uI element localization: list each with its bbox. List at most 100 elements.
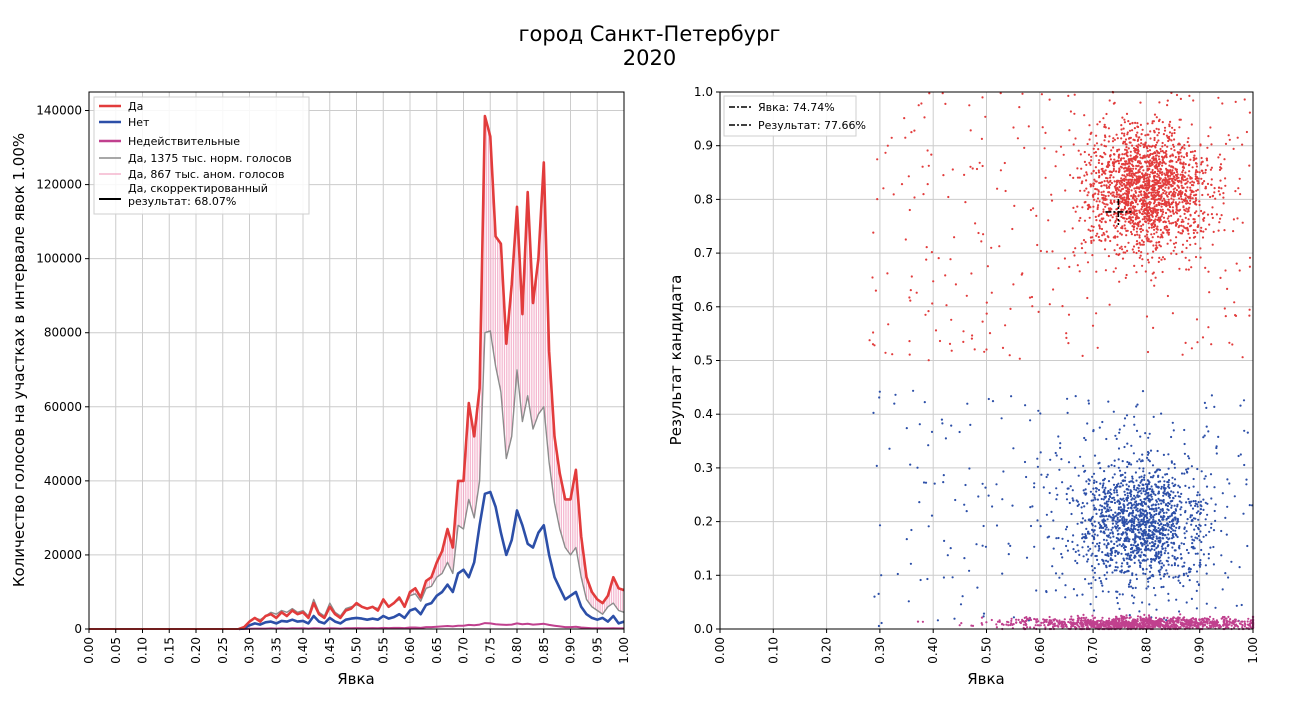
scatter-point-da bbox=[1188, 202, 1192, 205]
scatter-point-da bbox=[1118, 280, 1121, 283]
scatter-point-net bbox=[1110, 500, 1113, 503]
scatter-point-net bbox=[1127, 463, 1130, 466]
scatter-point-da bbox=[1153, 205, 1156, 208]
scatter-point-da bbox=[1173, 138, 1176, 141]
scatter-point-net bbox=[1108, 506, 1111, 509]
scatter-point-da bbox=[996, 187, 999, 190]
scatter-point-da bbox=[1194, 177, 1197, 181]
scatter-point-da bbox=[1184, 163, 1187, 166]
scatter-point-da bbox=[1043, 147, 1046, 150]
scatter-point-da bbox=[1135, 154, 1138, 157]
scatter-point-da bbox=[1160, 195, 1163, 198]
scatter-point-da bbox=[1190, 266, 1193, 269]
scatter-point-net bbox=[1165, 511, 1168, 514]
scatter-point-net bbox=[936, 619, 940, 622]
scatter-point-da bbox=[925, 258, 928, 261]
scatter-point-da bbox=[1153, 161, 1156, 164]
scatter-point-da bbox=[1194, 242, 1197, 245]
scatter-point-net bbox=[1188, 457, 1191, 460]
scatter-point-net bbox=[1118, 502, 1121, 506]
scatter-point-net bbox=[1129, 579, 1132, 582]
scatter-point-da bbox=[1148, 173, 1151, 176]
scatter-point-net bbox=[1127, 526, 1130, 529]
scatter-point-da bbox=[1188, 94, 1191, 97]
scatter-point-net bbox=[991, 400, 995, 403]
scatter-point-da bbox=[1163, 225, 1166, 229]
scatter-point-da bbox=[1123, 153, 1126, 156]
scatter-point-net bbox=[1126, 561, 1129, 564]
scatter-point-net bbox=[1137, 559, 1140, 562]
scatter-point-net bbox=[1165, 559, 1168, 562]
scatter-point-net bbox=[1110, 509, 1113, 512]
scatter-point-da bbox=[1109, 201, 1112, 204]
scatter-point-net bbox=[1103, 491, 1106, 494]
scatter-point-net bbox=[1123, 417, 1127, 420]
scatter-point-net bbox=[910, 528, 913, 532]
scatter-point-net bbox=[1124, 548, 1127, 552]
scatter-point-da bbox=[1118, 181, 1121, 184]
scatter-point-net bbox=[1152, 528, 1155, 532]
scatter-point-da bbox=[1140, 224, 1143, 228]
scatter-point-da bbox=[1141, 243, 1144, 246]
scatter-point-da bbox=[1016, 137, 1020, 140]
scatter-point-net bbox=[1132, 452, 1135, 455]
scatter-point-net bbox=[1106, 560, 1110, 563]
scatter-point-net bbox=[1145, 542, 1148, 545]
scatter-point-net bbox=[1158, 541, 1161, 544]
scatter-point-net bbox=[1138, 467, 1141, 470]
scatter-point-da bbox=[1194, 171, 1197, 174]
scatter-point-net bbox=[1110, 516, 1113, 519]
scatter-point-da bbox=[1122, 251, 1125, 254]
scatter-point-da bbox=[1129, 213, 1133, 216]
scatter-point-net bbox=[1162, 494, 1165, 497]
scatter-point-invalid bbox=[1044, 626, 1047, 629]
scatter-point-net bbox=[1150, 485, 1153, 488]
scatter-point-da bbox=[1129, 202, 1132, 205]
scatter-point-da bbox=[1121, 116, 1124, 119]
scatter-point-net bbox=[1148, 518, 1151, 521]
scatter-point-net bbox=[1133, 488, 1136, 491]
scatter-point-invalid bbox=[1076, 623, 1079, 626]
histogram-y-tick-label: 80000 bbox=[44, 326, 82, 340]
scatter-point-da bbox=[1189, 158, 1192, 161]
scatter-point-net bbox=[1161, 547, 1164, 550]
scatter-point-net bbox=[1246, 431, 1249, 434]
histogram-y-tick-label: 140000 bbox=[36, 104, 82, 118]
scatter-point-invalid bbox=[1057, 621, 1060, 625]
scatter-point-da bbox=[1124, 200, 1127, 203]
scatter-point-net bbox=[1123, 570, 1127, 574]
scatter-point-net bbox=[1121, 562, 1124, 565]
scatter-point-net bbox=[1170, 504, 1173, 507]
scatter-point-da bbox=[921, 165, 924, 168]
scatter-point-da bbox=[1087, 228, 1090, 231]
scatter-point-da bbox=[886, 144, 889, 147]
scatter-point-da bbox=[1192, 218, 1195, 221]
scatter-point-net bbox=[1118, 543, 1121, 546]
scatter-point-da bbox=[1143, 215, 1146, 218]
scatter-point-net bbox=[1207, 430, 1210, 433]
scatter-point-net bbox=[1067, 461, 1071, 464]
scatter-point-da bbox=[1168, 183, 1171, 186]
scatter-point-net bbox=[1178, 610, 1181, 613]
scatter-point-da bbox=[1123, 118, 1126, 121]
scatter-point-da bbox=[1183, 212, 1186, 215]
scatter-point-da bbox=[1170, 214, 1173, 217]
scatter-point-net bbox=[1012, 447, 1015, 450]
scatter-point-da bbox=[1160, 202, 1163, 205]
scatter-point-da bbox=[1215, 213, 1218, 216]
scatter-point-da bbox=[1121, 163, 1124, 166]
scatter-point-da bbox=[1175, 252, 1178, 256]
scatter-point-da bbox=[932, 280, 935, 283]
scatter-point-da bbox=[1195, 169, 1198, 172]
scatter-point-da bbox=[1161, 164, 1164, 167]
scatter-point-net bbox=[1054, 572, 1058, 575]
scatter-point-da bbox=[1169, 205, 1172, 209]
scatter-point-net bbox=[1140, 475, 1143, 478]
scatter-point-da bbox=[1146, 184, 1149, 187]
scatter-point-net bbox=[1138, 476, 1141, 479]
scatter-point-net bbox=[1087, 530, 1090, 533]
scatter-point-da bbox=[1145, 192, 1148, 195]
scatter-point-da bbox=[1182, 169, 1185, 172]
scatter-point-net bbox=[1061, 537, 1064, 540]
scatter-point-da bbox=[1164, 151, 1167, 154]
